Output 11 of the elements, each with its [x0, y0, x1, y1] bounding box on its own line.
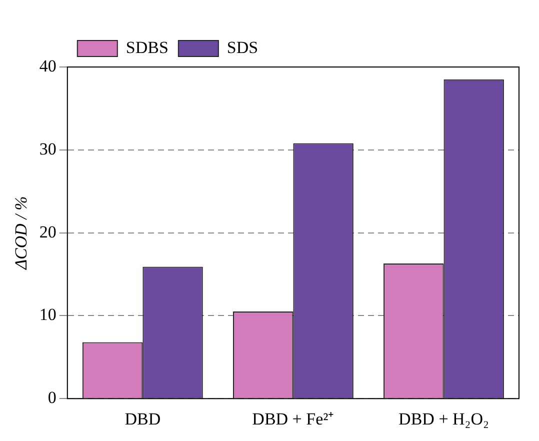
y-tick-label: 20 — [39, 222, 56, 242]
x-tick-label: DBD — [124, 409, 161, 428]
y-tick-label: 30 — [39, 139, 56, 158]
x-tick-label: DBD + Fe²⁺ — [252, 409, 334, 428]
y-axis-title: ΔCOD / % — [12, 196, 31, 270]
x-tick-label: DBD + H₂O₂ — [398, 409, 489, 428]
legend-label: SDBS — [126, 38, 168, 57]
y-tick-label: 40 — [39, 56, 56, 76]
y-tick-label: 0 — [48, 388, 56, 408]
y-tick-label: 10 — [39, 305, 56, 324]
legend-label: SDS — [226, 38, 258, 57]
